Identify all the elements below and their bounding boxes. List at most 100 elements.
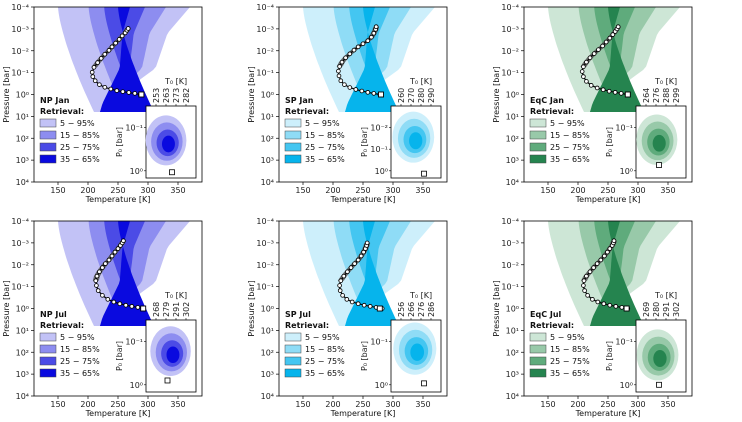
surface-marker	[624, 91, 631, 98]
inset-marker	[656, 381, 662, 388]
profile-point-8	[337, 288, 343, 293]
legend-label-2: 15 − 85%	[550, 131, 590, 140]
y-tick-label: 10⁻¹	[501, 69, 519, 78]
y-tick-label: 10⁻²	[501, 261, 519, 270]
y-tick-label: 10²	[506, 348, 519, 357]
x-axis-label: Temperature [K]	[575, 195, 641, 204]
p0-tick-label: 10⁻¹	[615, 124, 633, 133]
surface-marker	[376, 305, 383, 312]
y-tick-label: 10²	[506, 134, 519, 143]
profile-point-2	[129, 304, 135, 309]
profile-point-22	[125, 26, 131, 31]
x-tick-label: 300	[630, 186, 645, 195]
profile-point-4	[600, 87, 606, 92]
y-tick-label: 10¹	[506, 112, 519, 121]
plot-area	[58, 7, 190, 112]
profile-point-11	[94, 273, 100, 279]
profile-point-2	[126, 90, 132, 95]
profile-point-1	[371, 91, 377, 96]
y-tick-label: 10⁴	[16, 392, 29, 401]
profile-point-19	[119, 33, 125, 39]
p0-tick-label: 10⁻¹	[125, 338, 143, 347]
t0-tick-label: 263	[162, 88, 171, 103]
profile-point-9	[336, 68, 341, 74]
plot-area	[303, 7, 435, 112]
legend-swatch-2	[284, 344, 302, 354]
t0-axis-label: T₀ [K]	[654, 77, 677, 86]
profile-point-8	[582, 288, 587, 293]
legend-swatch-4	[284, 154, 302, 164]
y-tick-label: 10³	[506, 370, 519, 379]
profile-point-12	[587, 55, 593, 61]
t0-tick-label: 270	[407, 88, 416, 103]
p0-tick-label: 10⁰	[375, 381, 388, 390]
profile-point-13	[591, 51, 597, 56]
x-tick-label: 150	[540, 400, 555, 409]
x-tick-label: 300	[385, 400, 400, 409]
legend-label-4: 35 − 65%	[60, 369, 100, 378]
t0-tick-label: 291	[172, 302, 181, 317]
profile-point-16	[358, 253, 364, 259]
inset-t0-p0: 268 279 291 302 T₀ [K] 10⁻¹ 10⁰ P₀ [bar]	[115, 291, 197, 393]
envelope-band-4	[590, 7, 644, 112]
x-tick-label: 350	[170, 186, 185, 195]
profile-point-13	[591, 265, 596, 270]
p0-tick-label: 10⁰	[620, 167, 633, 176]
legend-label-2: 15 − 85%	[60, 131, 100, 140]
y-tick-label: 10⁻¹	[256, 69, 274, 78]
profile-point-15	[355, 257, 361, 263]
p0-axis-label: P₀ [bar]	[605, 127, 614, 157]
y-tick-label: 10¹	[506, 326, 519, 335]
t0-tick-label: 280	[652, 302, 661, 317]
profile-point-7	[97, 82, 102, 87]
profile-point-9	[337, 283, 342, 288]
y-tick-label: 10¹	[261, 112, 274, 121]
profile-point-16	[603, 39, 609, 45]
profile-point-14	[103, 261, 108, 266]
p0-tick-label: 10⁻²	[370, 124, 388, 133]
legend-swatch-2	[529, 130, 547, 140]
profile-point-5	[595, 299, 601, 305]
profile-point-3	[606, 88, 612, 94]
profile-point-10	[581, 64, 586, 70]
legend-label-2: 15 − 85%	[550, 345, 590, 354]
profile-point-17	[365, 38, 371, 43]
panel-title: EqC Jan	[530, 96, 564, 105]
profile-point-21	[121, 238, 126, 243]
t0-axis-label: T₀ [K]	[164, 291, 187, 300]
x-tick-label: 150	[540, 186, 555, 195]
profile-point-13	[98, 56, 104, 61]
inset-contour-4	[166, 346, 180, 364]
t0-tick-label: 302	[182, 302, 191, 317]
legend-swatch-2	[529, 344, 547, 354]
y-tick-label: 10⁻³	[256, 239, 274, 248]
panel-eq-5: 10⁻⁴ 10⁻³ 10⁻² 10⁻¹ 10⁰ 10¹ 10² 10³ 10⁴ 150 200 250…	[492, 217, 693, 418]
profile-point-1	[132, 91, 138, 96]
profile-line	[95, 240, 144, 310]
x-tick-label: 350	[660, 186, 675, 195]
inset-t0-p0: 269 280 291 302 T₀ [K] 10⁻¹ 10⁰ P₀ [bar]	[605, 291, 687, 393]
y-tick-label: 10²	[261, 348, 274, 357]
y-tick-label: 10⁻²	[11, 47, 29, 56]
profile-point-7	[338, 78, 344, 84]
y-tick-label: 10⁻³	[11, 239, 29, 248]
profile-point-4	[114, 88, 120, 93]
inset-t0-p0: 253 263 273 282 T₀ [K] 10⁻¹ 10⁰ P₀ [bar]	[115, 77, 197, 179]
y-tick-label: 10⁴	[261, 178, 274, 187]
profile-point-8	[95, 288, 101, 293]
p0-tick-label: 10⁰	[130, 381, 143, 390]
legend-title: Retrieval:	[40, 321, 84, 330]
legend-title: Retrieval:	[285, 321, 329, 330]
x-tick-label: 250	[110, 400, 125, 409]
profile-point-2	[365, 90, 371, 95]
y-tick-label: 10³	[261, 370, 274, 379]
t0-tick-label: 299	[672, 88, 681, 103]
x-tick-label: 250	[355, 186, 370, 195]
p0-axis-label: P₀ [bar]	[360, 341, 369, 371]
profile-point-18	[610, 32, 616, 37]
profile-point-21	[373, 24, 379, 29]
x-tick-label: 200	[570, 400, 585, 409]
x-tick-label: 200	[80, 400, 95, 409]
legend-label-4: 35 − 65%	[60, 155, 100, 164]
profile-point-12	[95, 60, 100, 65]
